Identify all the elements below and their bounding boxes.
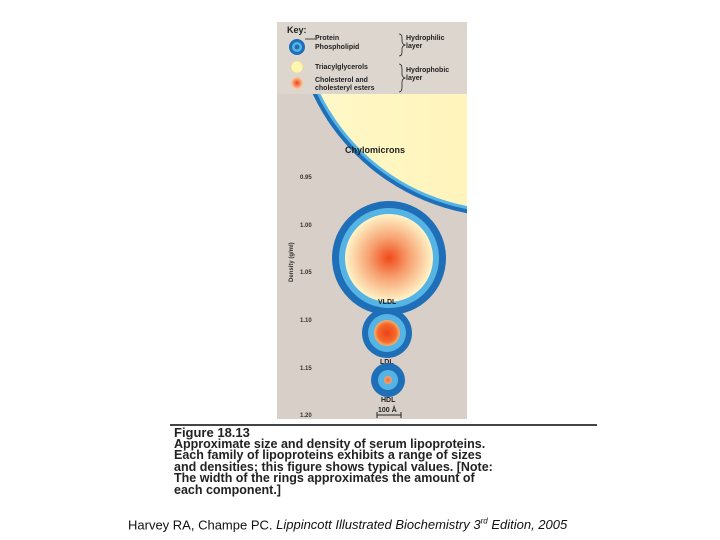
axis-tick-3: 1.10 xyxy=(300,318,312,324)
caption-line-1: Approximate size and density of serum li… xyxy=(174,436,486,451)
chylomicrons-label: Chylomicrons xyxy=(345,145,405,155)
key-protein-label: Protein xyxy=(315,35,339,42)
hdl-label: HDL xyxy=(381,397,396,404)
lipoprotein-figure: Key: Protein Phospholipid Hydrophilic la… xyxy=(277,22,467,419)
caption-divider xyxy=(170,424,597,426)
vldl-particle xyxy=(332,201,446,315)
key-phospholipid-label: Phospholipid xyxy=(315,44,359,51)
axis-tick-1: 1.00 xyxy=(300,223,312,229)
key-title: Key: xyxy=(287,25,307,35)
scale-bar: 100 Å xyxy=(376,405,402,418)
key-hydrophobic-line2: layer xyxy=(406,75,423,82)
citation-edition: Edition, 2005 xyxy=(487,517,568,533)
caption-title: Figure 18.13 xyxy=(174,425,250,440)
triacylglycerol-icon xyxy=(290,60,304,74)
axis-tick-0: 0.95 xyxy=(300,175,312,181)
key-hydrophilic-line1: Hydrophilic xyxy=(406,35,445,42)
citation-sup: rd xyxy=(480,517,488,526)
hdl-particle xyxy=(371,363,405,397)
key-legend: Key: Protein Phospholipid Hydrophilic la… xyxy=(277,22,467,94)
key-triacylglycerols-label: Triacylglycerols xyxy=(315,64,368,71)
citation-book: Lippincott Illustrated Biochemistry 3 xyxy=(276,517,481,533)
key-hydrophobic-line1: Hydrophobic xyxy=(406,67,449,74)
ldl-label: LDL xyxy=(380,359,394,366)
density-axis-label: Density (g/ml) xyxy=(289,242,295,282)
protein-phospholipid-icon xyxy=(289,39,305,55)
cholesterol-icon xyxy=(291,77,303,89)
key-hydrophilic-line2: layer xyxy=(406,43,423,50)
vldl-label: VLDL xyxy=(378,299,397,306)
ldl-particle xyxy=(362,308,412,358)
key-cholesterol-line2: cholesteryl esters xyxy=(315,85,375,92)
density-axis: Density (g/ml) 0.95 1.00 1.05 1.10 1.15 … xyxy=(289,175,312,419)
scale-bar-label: 100 Å xyxy=(378,405,397,414)
caption-line-3: and densities; this figure shows typical… xyxy=(174,459,493,474)
key-cholesterol-line1: Cholesterol and xyxy=(315,77,368,84)
caption-line-5: each component.] xyxy=(174,482,281,497)
figure-caption: Figure 18.13 Approximate size and densit… xyxy=(174,425,604,497)
axis-tick-4: 1.15 xyxy=(300,366,312,372)
caption-line-4: The width of the rings approximates the … xyxy=(174,471,475,486)
axis-tick-2: 1.05 xyxy=(300,270,312,276)
figure-drawing: Key: Protein Phospholipid Hydrophilic la… xyxy=(277,22,467,419)
caption-line-2: Each family of lipoproteins exhibits a r… xyxy=(174,448,482,463)
citation-authors: Harvey RA, Champe PC. xyxy=(128,517,277,533)
citation: Harvey RA, Champe PC. Lippincott Illustr… xyxy=(128,517,608,532)
axis-tick-5: 1.20 xyxy=(300,413,312,419)
